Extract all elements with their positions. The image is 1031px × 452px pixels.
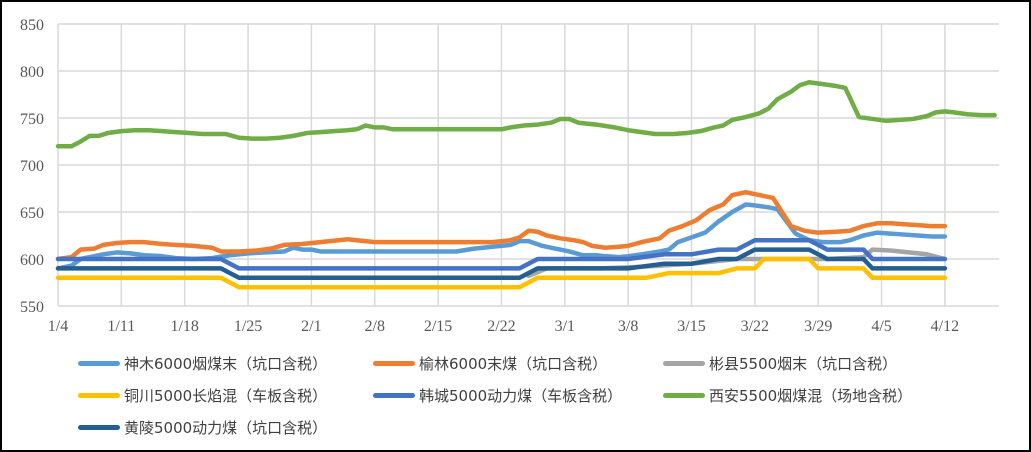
legend-label: 黄陵5000动力煤（坑口含税） [124, 419, 328, 437]
x-tick-label: 3/1 [555, 318, 575, 335]
series-line [55, 256, 948, 290]
x-tick-label: 4/5 [871, 318, 891, 335]
legend-label: 彬县5500烟末（坑口含税） [709, 355, 898, 373]
x-tick-label: 3/29 [804, 318, 832, 335]
legend-item-tongchuan: 铜川5000长焰混（车板含税） [78, 385, 327, 406]
x-axis: 1/4 1/11 1/18 1/25 2/1 2/8 2/15 2/22 3/1 3/8 3/15 3… [48, 318, 959, 335]
y-tick-label: 550 [20, 299, 44, 316]
y-axis: 550 600 650 700 750 800 850 [20, 17, 44, 316]
legend-swatch-icon [78, 425, 120, 430]
x-tick-label: 4/12 [931, 318, 959, 335]
legend-item-shenmu: 神木6000烟煤末（坑口含税） [78, 353, 327, 374]
y-tick-label: 850 [20, 17, 44, 34]
legend-label: 榆林6000末煤（坑口含税） [419, 355, 608, 373]
legend-label: 神木6000烟煤末（坑口含税） [124, 355, 328, 373]
x-tick-label: 2/22 [487, 318, 515, 335]
x-tick-label: 2/15 [424, 318, 452, 335]
legend-swatch-icon [663, 361, 705, 366]
legend-item-yulin: 榆林6000末煤（坑口含税） [373, 353, 607, 374]
legend-label: 韩城5000动力煤（车板含税） [419, 387, 623, 405]
series-lines [55, 80, 997, 290]
x-tick-label: 3/22 [741, 318, 769, 335]
y-tick-label: 600 [20, 252, 44, 269]
legend-item-xian: 西安5500烟煤混（场地含税） [663, 385, 912, 406]
legend-swatch-icon [373, 361, 415, 366]
x-tick-label: 3/15 [677, 318, 705, 335]
legend-swatch-icon [373, 393, 415, 398]
legend-label: 西安5500烟煤混（场地含税） [709, 387, 913, 405]
legend-label: 铜川5000长焰混（车板含税） [124, 387, 328, 405]
y-tick-label: 750 [20, 111, 44, 128]
legend-item-hancheng: 韩城5000动力煤（车板含税） [373, 385, 622, 406]
y-tick-label: 650 [20, 205, 44, 222]
legend-swatch-icon [78, 393, 120, 398]
y-tick-label: 800 [20, 64, 44, 81]
x-tick-label: 2/1 [301, 318, 321, 335]
y-tick-label: 700 [20, 158, 44, 175]
series-line [55, 247, 948, 281]
series-line [55, 80, 997, 149]
x-tick-label: 3/8 [618, 318, 638, 335]
legend-swatch-icon [663, 393, 705, 398]
x-tick-label: 1/25 [234, 318, 262, 335]
series-line [55, 190, 948, 262]
legend-swatch-icon [78, 361, 120, 366]
legend-item-huangling: 黄陵5000动力煤（坑口含税） [78, 417, 327, 438]
x-tick-label: 1/4 [48, 318, 68, 335]
x-tick-label: 1/11 [107, 318, 135, 335]
legend-item-binxian: 彬县5500烟末（坑口含税） [663, 353, 897, 374]
x-tick-label: 2/8 [365, 318, 385, 335]
series-line [55, 237, 948, 271]
x-tick-label: 1/18 [170, 318, 198, 335]
